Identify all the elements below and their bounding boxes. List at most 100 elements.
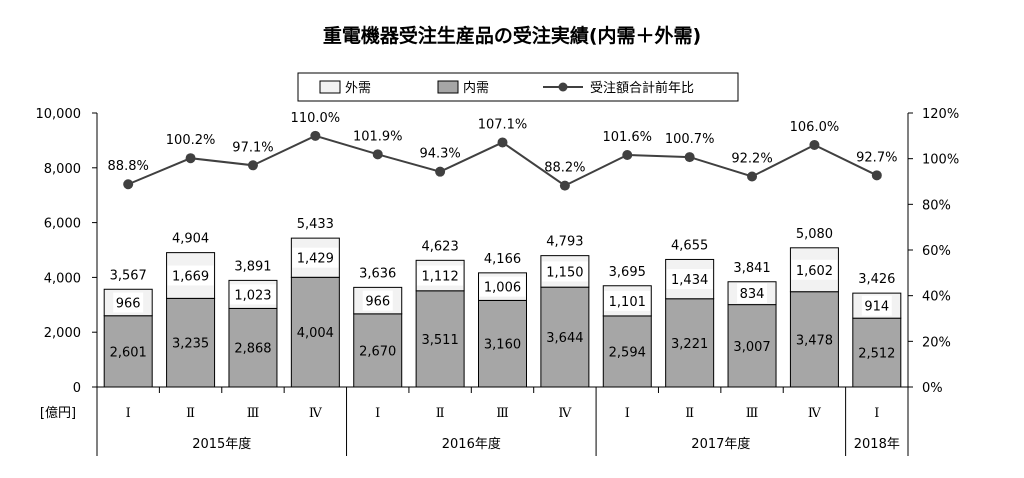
data-label-domestic: 2,594 [609, 345, 646, 360]
data-label-box [737, 283, 768, 304]
x-axis: Ⅰ Ⅱ Ⅲ Ⅳ Ⅰ Ⅱ Ⅲ Ⅳ Ⅰ Ⅱ Ⅲ Ⅳ Ⅰ 2015年度 2016年度 2017年度 2018年 [96, 387, 909, 456]
y-tick-label-left: 0 [73, 381, 81, 396]
data-label-ratio: 88.8% [108, 159, 149, 174]
ratio-point [185, 153, 196, 164]
data-label-ratio: 101.6% [602, 130, 652, 145]
bar-domestic [415, 290, 465, 388]
legend-box [297, 72, 739, 102]
y-tick-label-right: 60% [922, 244, 951, 259]
x-group-label: 2015年度 [192, 436, 251, 452]
data-label-overseas: 966 [365, 295, 390, 310]
ratio-point [435, 166, 446, 177]
data-label-box [417, 265, 464, 286]
y-tick-label-left: 6,000 [44, 217, 81, 232]
line-series [123, 130, 882, 191]
data-label-box [292, 247, 339, 268]
x-tick-label: Ⅱ [186, 406, 195, 421]
data-label-box [167, 265, 214, 286]
data-label-overseas: 1,434 [671, 273, 708, 288]
data-label-box [541, 261, 588, 282]
legend-swatch-domestic [437, 80, 459, 94]
data-label-box [666, 269, 713, 290]
data-label-ratio: 97.1% [232, 140, 273, 155]
ratio-point [310, 130, 321, 141]
data-label-domestic: 3,478 [796, 333, 833, 348]
data-label-domestic: 2,601 [110, 345, 147, 360]
data-label-box [479, 276, 526, 297]
x-tick-label: Ⅰ [126, 406, 131, 421]
data-label-overseas: 1,023 [234, 288, 271, 303]
x-tick-label: Ⅲ [746, 406, 759, 421]
data-label-total: 3,891 [234, 259, 271, 274]
data-label-box [861, 295, 892, 316]
x-tick-label: Ⅳ [808, 406, 822, 421]
data-label-total: 3,426 [858, 272, 895, 287]
data-label-overseas: 1,101 [609, 295, 646, 310]
bar-domestic [727, 304, 777, 388]
data-label-overseas: 966 [116, 296, 141, 311]
ratio-point [684, 152, 695, 163]
data-label-domestic: 3,644 [546, 331, 583, 346]
x-group-label: 2017年度 [691, 436, 750, 452]
data-labels: 2,601 966 3,567 3,235 1,669 4,904 2,868 1,023 3,… [108, 111, 898, 362]
x-tick-label: Ⅰ [874, 406, 879, 421]
y-tick-label-left: 4,000 [44, 271, 81, 286]
data-label-ratio: 110.0% [291, 111, 341, 126]
y-tick-label-right: 40% [922, 290, 951, 305]
data-label-overseas: 1,669 [172, 269, 209, 284]
ratio-point [123, 179, 134, 190]
y-tick-label-right: 120% [922, 107, 959, 122]
ratio-point [372, 149, 383, 160]
data-label-domestic: 3,007 [733, 340, 770, 355]
data-label-ratio: 100.7% [665, 132, 715, 147]
data-label-total: 4,793 [546, 235, 583, 250]
data-label-overseas: 914 [864, 300, 889, 315]
data-label-domestic: 3,235 [172, 337, 209, 352]
data-label-box [604, 290, 651, 311]
legend-swatch-overseas [319, 80, 341, 94]
x-tick-label: Ⅳ [558, 406, 572, 421]
bar-domestic [353, 313, 403, 388]
data-label-ratio: 101.9% [353, 129, 403, 144]
x-tick-label: Ⅲ [496, 406, 509, 421]
x-tick-label: Ⅰ [625, 406, 630, 421]
data-label-ratio: 94.3% [419, 147, 460, 162]
y-tick-label-right: 100% [922, 153, 959, 168]
data-label-overseas: 1,112 [422, 270, 459, 285]
bar-domestic [166, 297, 216, 388]
data-label-domestic: 2,670 [359, 344, 396, 359]
data-label-domestic: 3,160 [484, 338, 521, 353]
data-label-total: 5,080 [796, 227, 833, 242]
data-label-domestic: 3,511 [422, 333, 459, 348]
data-label-box [113, 292, 144, 313]
data-label-total: 5,433 [297, 217, 334, 232]
data-label-ratio: 107.1% [478, 117, 528, 132]
ratio-point [809, 139, 820, 150]
x-tick-label: Ⅰ [375, 406, 380, 421]
data-label-total: 4,623 [422, 239, 459, 254]
legend-label-domestic: 内需 [463, 80, 489, 96]
y-tick-label-left: 8,000 [44, 162, 81, 177]
bar-domestic [789, 291, 839, 388]
data-label-box [791, 259, 838, 280]
data-label-domestic: 4,004 [297, 326, 334, 341]
x-tick-label: Ⅱ [685, 406, 694, 421]
data-label-overseas: 1,602 [796, 264, 833, 279]
data-label-ratio: 92.2% [731, 151, 772, 166]
bar-domestic [478, 299, 527, 388]
y-tick-label-left: 10,000 [36, 107, 82, 122]
x-group-label: 2016年度 [442, 436, 501, 452]
data-label-domestic: 2,512 [858, 347, 895, 362]
x-tick-label: Ⅱ [436, 406, 445, 421]
bar-domestic [540, 286, 590, 388]
ratio-point [559, 180, 570, 191]
data-label-domestic: 3,221 [671, 337, 708, 352]
data-label-ratio: 100.2% [166, 133, 216, 148]
data-label-total: 4,166 [484, 252, 521, 267]
axes: 0 2,000 4,000 6,000 8,000 10,000 0% 20% 40% 60% 80… [36, 107, 960, 396]
ratio-point [622, 150, 633, 161]
data-label-ratio: 88.2% [544, 161, 585, 176]
x-group-label: 2018年 [854, 437, 900, 452]
data-label-ratio: 106.0% [790, 120, 840, 135]
